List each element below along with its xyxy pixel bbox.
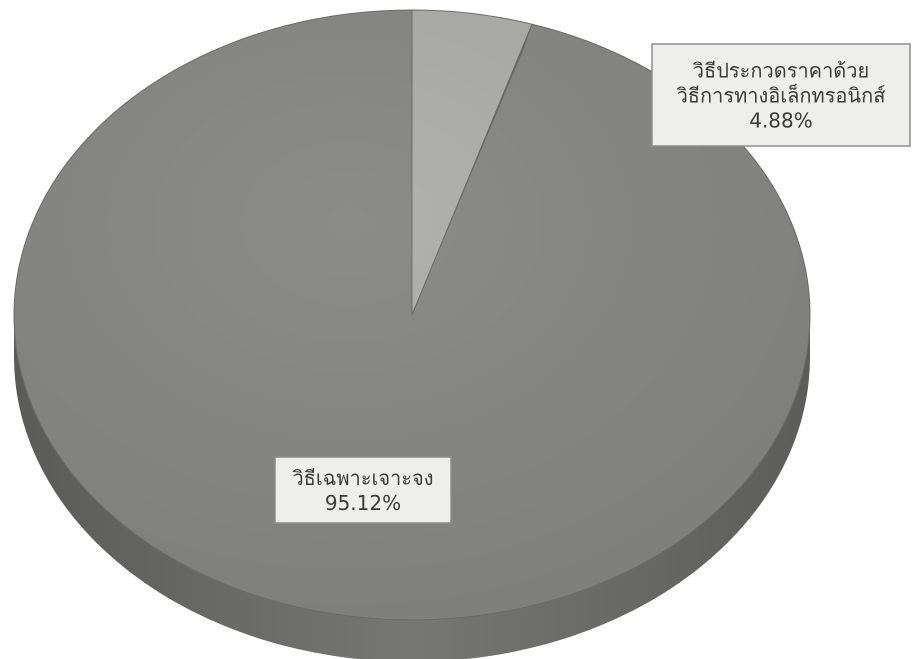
data-label-name-line: วิธีเฉพาะเจาะจง <box>292 466 433 490</box>
pie-top-gloss <box>14 10 810 620</box>
pie-top-shading <box>14 10 810 620</box>
pie-data-labels: วิธีประกวดราคาด้วยวิธีการทางอิเล็กทรอนิก… <box>274 43 911 524</box>
data-label-name-line: วิธีประกวดราคาด้วย <box>693 59 869 83</box>
data-label-name-line: วิธีการทางอิเล็กทรอนิกส์ <box>677 83 886 108</box>
data-label-percent: 4.88% <box>749 109 813 133</box>
data-label-box <box>651 43 911 147</box>
data-label-box <box>274 456 452 524</box>
data-label-percent: 95.12% <box>325 491 401 515</box>
data-label-slice-1: วิธีประกวดราคาด้วยวิธีการทางอิเล็กทรอนิก… <box>651 43 911 147</box>
